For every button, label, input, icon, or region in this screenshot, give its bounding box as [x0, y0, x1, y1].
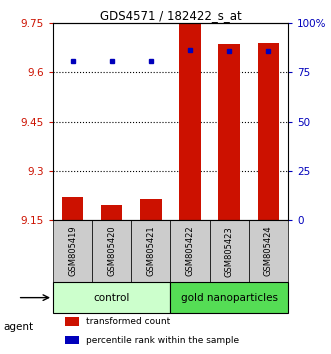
Text: GSM805422: GSM805422: [186, 226, 195, 276]
Bar: [53, 220, 92, 282]
Bar: [170, 282, 288, 313]
Bar: [53, 282, 170, 313]
Bar: [249, 220, 288, 282]
Bar: [170, 220, 210, 282]
Text: gold nanoparticles: gold nanoparticles: [181, 293, 278, 303]
Bar: [210, 220, 249, 282]
Bar: [258, 43, 279, 220]
Bar: [65, 336, 79, 344]
Text: GSM805419: GSM805419: [68, 226, 77, 276]
Text: transformed count: transformed count: [86, 317, 170, 326]
Title: GDS4571 / 182422_s_at: GDS4571 / 182422_s_at: [100, 9, 241, 22]
Bar: [92, 220, 131, 282]
Text: GSM805424: GSM805424: [264, 226, 273, 276]
Text: percentile rank within the sample: percentile rank within the sample: [86, 336, 239, 345]
Text: GSM805423: GSM805423: [225, 226, 234, 276]
Bar: [179, 24, 201, 220]
Text: agent: agent: [3, 322, 33, 332]
Bar: [101, 205, 122, 220]
Text: GSM805421: GSM805421: [146, 226, 155, 276]
Text: control: control: [94, 293, 130, 303]
Bar: [140, 199, 162, 220]
Text: GSM805420: GSM805420: [107, 226, 116, 276]
Bar: [65, 317, 79, 326]
Bar: [218, 44, 240, 220]
Bar: [131, 220, 170, 282]
Bar: [62, 197, 83, 220]
